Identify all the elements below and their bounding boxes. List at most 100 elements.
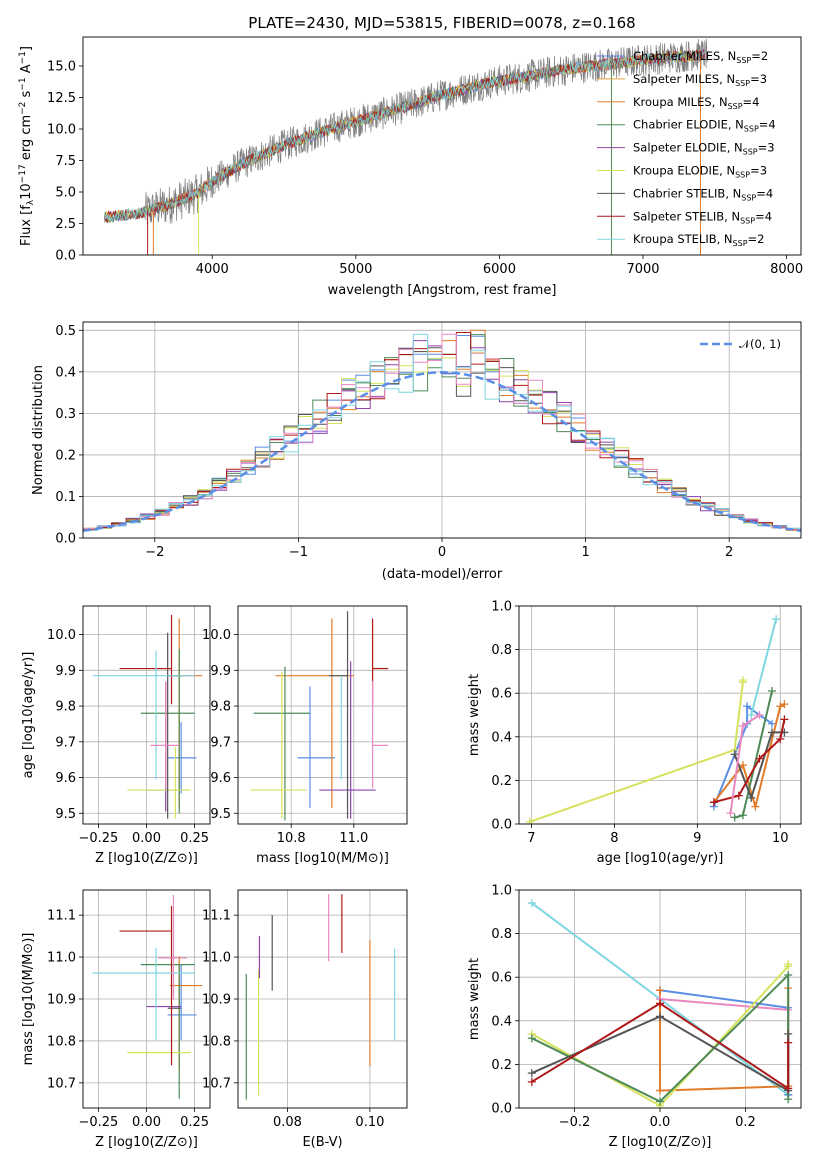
- x-tick-label: −1: [289, 545, 308, 560]
- series-marker: [656, 986, 664, 995]
- series-marker: [755, 754, 764, 763]
- legend-label: Salpeter ELODIE, NSSP=3: [633, 141, 775, 157]
- mass_vs_Z-points: [92, 895, 203, 1099]
- y-tick-label: 10.9: [202, 993, 231, 1008]
- series-marker: [784, 1029, 793, 1038]
- spectrum-traces: [104, 38, 708, 255]
- y-axis-label: Normed distribution: [31, 365, 46, 495]
- series-marker: [738, 676, 747, 685]
- y-tick-label: 10.0: [202, 628, 231, 643]
- x-tick-label: 10: [772, 831, 789, 846]
- y-tick-label: 15.0: [47, 59, 76, 74]
- y-tick-label: 9.6: [210, 771, 231, 786]
- y-tick-label: 0.0: [491, 1102, 512, 1117]
- y-tick-label: 11.1: [47, 909, 76, 924]
- series-marker: [784, 960, 793, 969]
- series-marker: [784, 971, 793, 980]
- x-tick-label: 0.25: [180, 831, 209, 846]
- series-marker: [527, 1034, 536, 1043]
- legend-label: Chabrier ELODIE, NSSP=4: [633, 118, 776, 134]
- series-marker: [784, 1084, 793, 1093]
- y-tick-label: 0.8: [491, 927, 512, 942]
- axes-frame: [82, 605, 211, 825]
- series-marker: [780, 715, 789, 724]
- series-marker: [747, 793, 756, 802]
- mass_vs_ebv-axes: 0.08 0.10 10.7 10.8 10.9 11.0 11.1 E(B-V): [202, 889, 408, 1150]
- series-marker: [726, 809, 735, 818]
- series-marker: [767, 728, 776, 737]
- x-axis-label: E(B-V): [302, 1135, 342, 1150]
- series-marker: [743, 702, 752, 711]
- series-marker: [734, 791, 743, 800]
- series-marker: [730, 813, 739, 822]
- x-tick-label: 7000: [626, 262, 659, 277]
- y-tick-label: 2.5: [55, 217, 76, 232]
- axes-frame: [518, 605, 802, 825]
- y-axis-label: mass weight: [467, 958, 482, 1040]
- x-tick-label: −0.25: [78, 1115, 118, 1130]
- x-axis-label: (data-model)/error: [382, 567, 503, 582]
- y-tick-label: 0.6: [491, 687, 512, 702]
- series-marker: [772, 615, 781, 624]
- legend-label: Salpeter MILES, NSSP=3: [633, 72, 767, 88]
- series-line: [750, 618, 778, 716]
- x-axis-label: Z [log10(Z/Z⊙)]: [95, 1135, 198, 1150]
- y-tick-label: 0.2: [55, 448, 76, 463]
- x-tick-label: −2: [145, 545, 164, 560]
- series-marker: [738, 721, 747, 730]
- spectrum-axes: 4000 5000 6000 7000 8000 0.0 2.5 5.0 7.5 10.0 12.5…: [18, 36, 803, 298]
- age_vs_Z-axes: −0.25 0.00 0.25 9.5 9.6 9.7 9.8 9.9 10.0 Z [log10…: [21, 605, 211, 866]
- y-tick-label: 10.8: [202, 1034, 231, 1049]
- series-marker: [656, 1012, 664, 1021]
- x-tick-label: 7: [527, 831, 535, 846]
- x-tick-label: 6000: [483, 262, 516, 277]
- y-tick-label: 9.8: [210, 700, 231, 715]
- y-axis-label: mass [log10(M/M⊙)]: [21, 933, 36, 1066]
- y-tick-label: 12.5: [47, 91, 76, 106]
- normal-curve: [83, 371, 801, 532]
- y-tick-label: 11.1: [202, 909, 231, 924]
- y-tick-label: 0.3: [55, 407, 76, 422]
- x-tick-label: 0.2: [735, 1115, 756, 1130]
- axes-frame: [82, 889, 211, 1109]
- y-tick-label: 0.4: [491, 1014, 512, 1029]
- y-tick-label: 9.5: [55, 807, 76, 822]
- y-axis-label: age [log10(age/yr)]: [21, 652, 36, 779]
- x-tick-label: 0.08: [273, 1115, 302, 1130]
- x-tick-label: −0.25: [78, 831, 118, 846]
- series-marker: [776, 734, 785, 743]
- legend-label: 𝒩(0, 1): [739, 337, 781, 351]
- series-marker: [656, 1097, 664, 1106]
- series-marker: [747, 711, 756, 719]
- y-tick-label: 0.4: [55, 365, 76, 380]
- x-axis-label: Z [log10(Z/Z⊙)]: [95, 851, 198, 866]
- y-tick-label: 9.5: [210, 807, 231, 822]
- y-tick-label: 9.7: [55, 735, 76, 750]
- series-marker: [767, 719, 776, 728]
- series-marker: [709, 798, 718, 807]
- y-tick-label: 11.0: [202, 951, 231, 966]
- y-tick-label: 0.0: [55, 249, 76, 264]
- y-tick-label: 10.8: [47, 1034, 76, 1049]
- y-tick-label: 7.5: [55, 154, 76, 169]
- legend-label: Kroupa STELIB, NSSP=2: [633, 232, 764, 248]
- series-line: [531, 1002, 790, 1091]
- y-axis-label: mass weight: [467, 674, 482, 756]
- axes-frame: [237, 889, 408, 1109]
- series-marker: [755, 711, 764, 719]
- x-tick-label: 10.8: [277, 831, 306, 846]
- histogram-series: [83, 333, 801, 530]
- series-line: [659, 998, 789, 1011]
- x-axis-label: Z [log10(Z/Z⊙)]: [609, 1135, 712, 1150]
- series-marker: [656, 1086, 664, 1095]
- figure-title: PLATE=2430, MJD=53815, FIBERID=0078, z=0…: [248, 14, 635, 32]
- histograms: [83, 329, 801, 532]
- spectrum-legend: Chabrier MILES, NSSP=2 Salpeter MILES, NS…: [597, 49, 776, 248]
- y-tick-label: 9.6: [55, 771, 76, 786]
- y-tick-label: 1.0: [491, 600, 512, 615]
- series-marker: [738, 761, 747, 770]
- x-tick-label: 0.25: [180, 1115, 209, 1130]
- y-tick-label: 10.9: [47, 993, 76, 1008]
- model-spectrum: [104, 49, 705, 224]
- x-axis-label: wavelength [Angstrom, rest frame]: [328, 283, 557, 298]
